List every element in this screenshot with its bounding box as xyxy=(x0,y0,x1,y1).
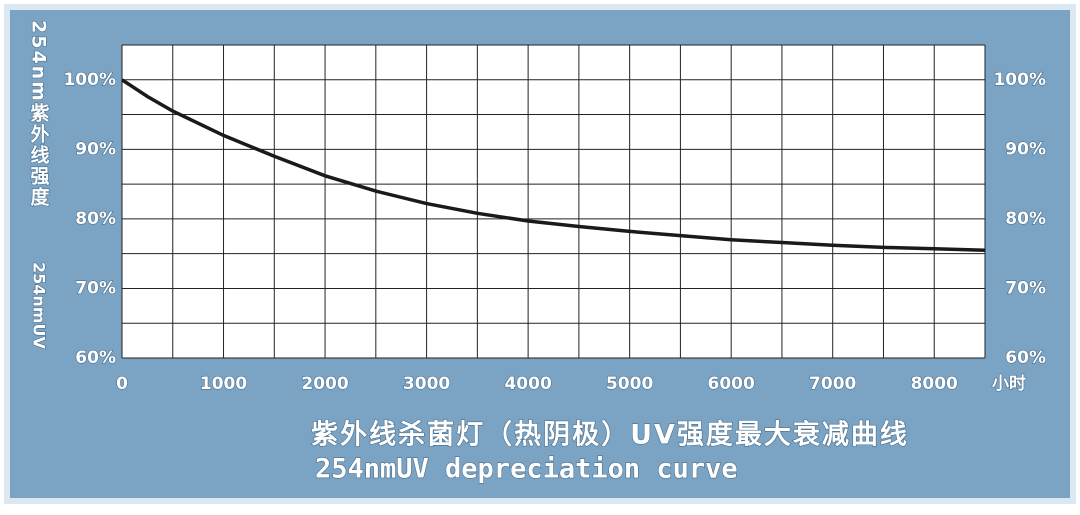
y-axis-label: 254nm紫外线强度 xyxy=(28,20,50,208)
x-tick-label: 4000 xyxy=(504,374,551,394)
curve xyxy=(121,78,986,252)
x-tick-label: 3000 xyxy=(403,374,450,394)
x-tick-label: 1000 xyxy=(200,374,247,394)
x-tick-label: 6000 xyxy=(708,374,755,394)
y2-tick-label: 80% xyxy=(1005,209,1046,229)
plot-area xyxy=(122,45,985,358)
y-tick-label: 100% xyxy=(63,70,116,90)
y-tick-label: 90% xyxy=(75,139,116,159)
x-tick-label: 5000 xyxy=(606,374,653,394)
chart-title: 紫外线杀菌灯（热阴极）UV强度最大衰减曲线 xyxy=(311,419,909,451)
y2-tick-label: 70% xyxy=(1005,278,1046,298)
x-tick-label: 8000 xyxy=(911,374,958,394)
y2-tick-label: 90% xyxy=(1005,139,1046,159)
y2-tick-label: 60% xyxy=(1005,348,1046,368)
x-tick-label: 0 xyxy=(116,374,128,394)
x-tick-label: 2000 xyxy=(301,374,348,394)
y-tick-label: 80% xyxy=(75,209,116,229)
y-tick-label: 70% xyxy=(75,278,116,298)
y-tick-label: 60% xyxy=(75,348,116,368)
y2-tick-label: 100% xyxy=(993,70,1046,90)
x-axis-label: 小时 xyxy=(992,374,1026,394)
chart-subtitle: 254nmUV depreciation curve xyxy=(315,454,738,485)
x-tick-label: 7000 xyxy=(809,374,856,394)
y-axis-label-en: 254nmUV xyxy=(30,262,49,349)
